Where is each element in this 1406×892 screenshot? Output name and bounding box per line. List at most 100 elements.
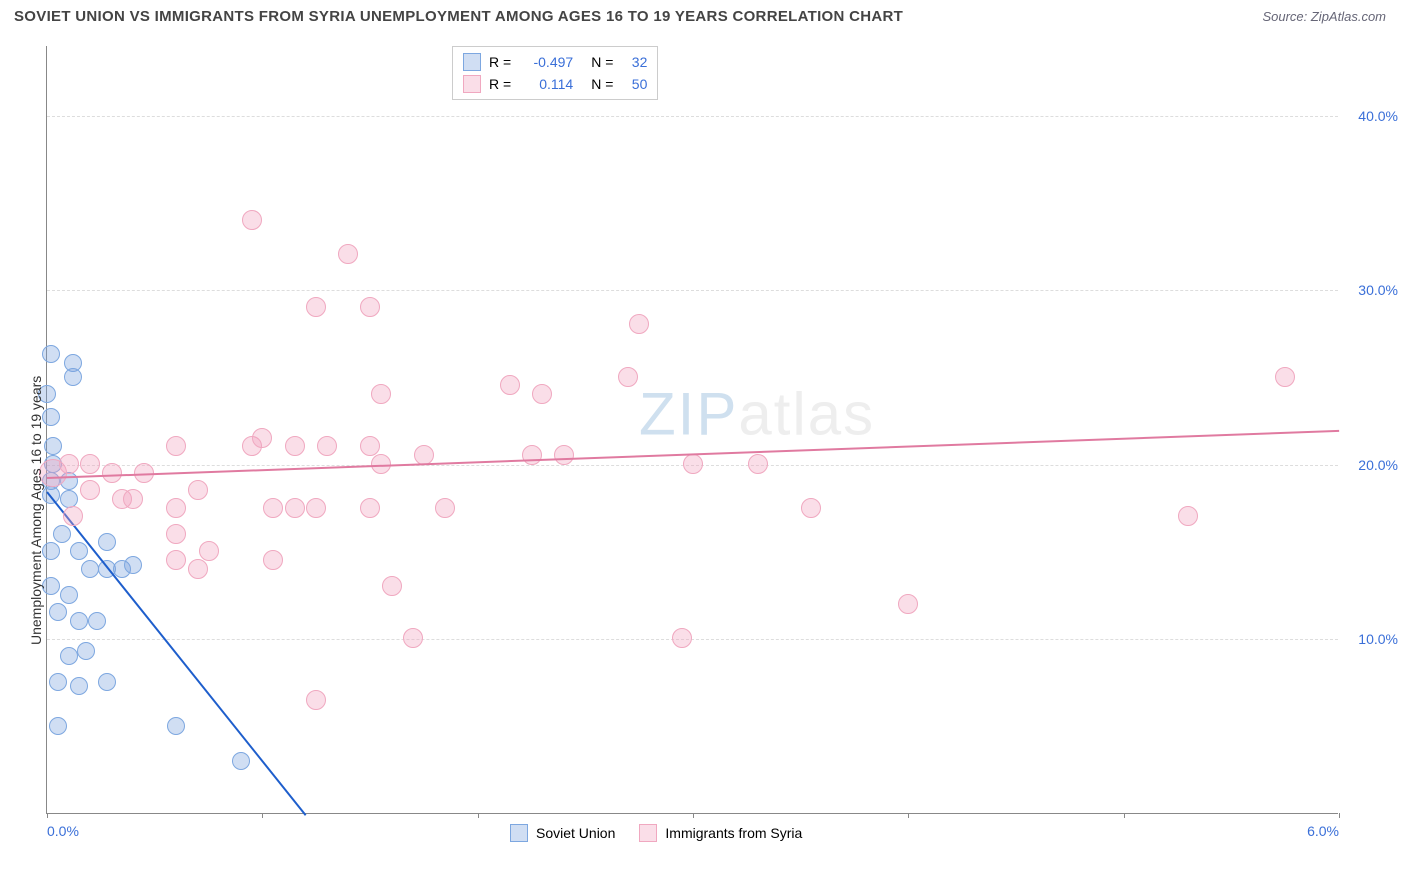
data-point <box>285 498 305 518</box>
y-tick-label: 30.0% <box>1343 282 1398 298</box>
data-point <box>263 550 283 570</box>
gridline <box>47 290 1338 291</box>
data-point <box>123 489 143 509</box>
data-point <box>242 210 262 230</box>
x-tick-mark <box>1339 813 1340 818</box>
data-point <box>60 490 78 508</box>
legend-label: Soviet Union <box>536 825 615 841</box>
data-point <box>1178 506 1198 526</box>
plot-region: ZIPatlas 10.0%20.0%30.0%40.0%0.0%6.0% <box>46 46 1338 814</box>
stat-r-label: R = <box>489 76 511 92</box>
data-point <box>801 498 821 518</box>
legend-label: Immigrants from Syria <box>665 825 802 841</box>
watermark: ZIPatlas <box>639 380 875 449</box>
data-point <box>59 454 79 474</box>
x-tick-label: 0.0% <box>47 823 79 839</box>
y-tick-label: 10.0% <box>1343 631 1398 647</box>
data-point <box>102 463 122 483</box>
data-point <box>42 408 60 426</box>
data-point <box>63 506 83 526</box>
data-point <box>81 560 99 578</box>
source-label: Source: ZipAtlas.com <box>1262 9 1386 24</box>
data-point <box>70 677 88 695</box>
chart-title: SOVIET UNION VS IMMIGRANTS FROM SYRIA UN… <box>14 8 903 25</box>
x-tick-mark <box>908 813 909 818</box>
x-tick-mark <box>693 813 694 818</box>
data-point <box>49 673 67 691</box>
data-point <box>554 445 574 465</box>
data-point <box>166 524 186 544</box>
stat-n-label: N = <box>591 54 613 70</box>
data-point <box>232 752 250 770</box>
data-point <box>70 542 88 560</box>
stat-n-label: N = <box>591 76 613 92</box>
x-tick-mark <box>47 813 48 818</box>
data-point <box>338 244 358 264</box>
data-point <box>188 480 208 500</box>
data-point <box>199 541 219 561</box>
data-point <box>166 550 186 570</box>
data-point <box>532 384 552 404</box>
data-point <box>371 384 391 404</box>
watermark-zip: ZIP <box>639 381 738 448</box>
data-point <box>317 436 337 456</box>
stat-r-value: -0.497 <box>519 54 573 70</box>
data-point <box>360 297 380 317</box>
data-point <box>44 437 62 455</box>
data-point <box>80 454 100 474</box>
data-point <box>672 628 692 648</box>
data-point <box>80 480 100 500</box>
data-point <box>88 612 106 630</box>
data-point <box>522 445 542 465</box>
legend-swatch <box>463 75 481 93</box>
data-point <box>98 533 116 551</box>
stat-n-value: 50 <box>621 76 647 92</box>
data-point <box>64 368 82 386</box>
data-point <box>1275 367 1295 387</box>
data-point <box>42 577 60 595</box>
y-tick-label: 40.0% <box>1343 108 1398 124</box>
data-point <box>683 454 703 474</box>
data-point <box>306 690 326 710</box>
data-point <box>49 717 67 735</box>
data-point <box>49 603 67 621</box>
legend-swatch <box>510 824 528 842</box>
data-point <box>77 642 95 660</box>
stat-n-value: 32 <box>621 54 647 70</box>
data-point <box>748 454 768 474</box>
stats-legend-row: R =-0.497N =32 <box>463 51 647 73</box>
data-point <box>188 559 208 579</box>
data-point <box>435 498 455 518</box>
x-tick-label: 6.0% <box>1307 823 1339 839</box>
data-point <box>629 314 649 334</box>
x-tick-mark <box>478 813 479 818</box>
data-point <box>306 498 326 518</box>
data-point <box>42 542 60 560</box>
stats-legend-row: R = 0.114 N = 50 <box>463 73 647 95</box>
data-point <box>166 498 186 518</box>
data-point <box>252 428 272 448</box>
data-point <box>60 647 78 665</box>
data-point <box>500 375 520 395</box>
data-point <box>618 367 638 387</box>
data-point <box>263 498 283 518</box>
series-legend: Soviet Union Immigrants from Syria <box>510 824 802 842</box>
x-tick-mark <box>262 813 263 818</box>
data-point <box>403 628 423 648</box>
data-point <box>124 556 142 574</box>
data-point <box>306 297 326 317</box>
legend-item: Soviet Union <box>510 824 615 842</box>
data-point <box>166 436 186 456</box>
gridline <box>47 116 1338 117</box>
data-point <box>60 586 78 604</box>
data-point <box>98 673 116 691</box>
data-point <box>42 345 60 363</box>
y-axis-label: Unemployment Among Ages 16 to 19 years <box>28 376 44 645</box>
data-point <box>360 498 380 518</box>
data-point <box>70 612 88 630</box>
data-point <box>898 594 918 614</box>
x-tick-mark <box>1124 813 1125 818</box>
data-point <box>285 436 305 456</box>
legend-swatch <box>639 824 657 842</box>
stat-r-value: 0.114 <box>519 76 573 92</box>
